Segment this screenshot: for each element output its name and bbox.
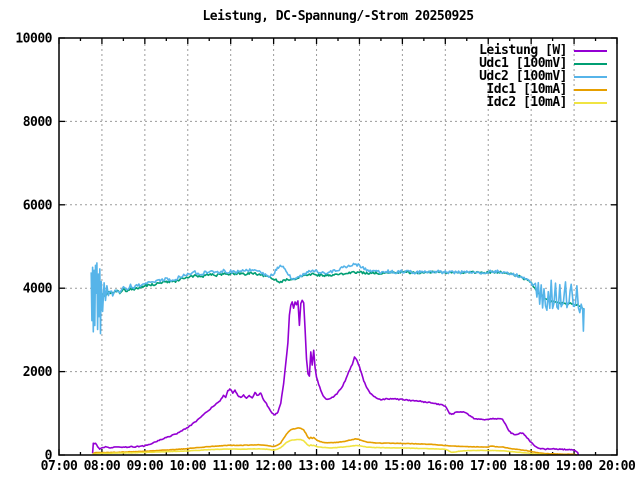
legend-item-idc2: Idc2 [10mA] (479, 95, 607, 110)
legend-label-idc1: Idc1 [10mA] (486, 82, 567, 97)
y-tick-label: 8000 (23, 115, 53, 130)
series-line-udc1 (101, 270, 584, 310)
x-tick-label: 20:00 (599, 459, 636, 474)
y-tick-label: 4000 (23, 282, 53, 297)
chart-title: Leistung, DC-Spannung/-Strom 20250925 (202, 9, 474, 24)
x-tick-label: 18:00 (513, 459, 550, 474)
legend-item-udc1: Udc1 [100mV] (479, 56, 607, 71)
legend-item-idc1: Idc1 [10mA] (479, 82, 607, 97)
x-tick-label: 19:00 (556, 459, 593, 474)
legend-label-leistung: Leistung [W] (479, 43, 567, 58)
x-tick-label: 10:00 (169, 459, 206, 474)
legend-line-sample-udc1 (574, 62, 607, 65)
legend-line-sample-udc2 (574, 75, 607, 78)
legend-line-sample-idc1 (574, 88, 607, 91)
y-tick-label: 0 (45, 449, 53, 464)
legend-label-udc1: Udc1 [100mV] (479, 56, 567, 71)
x-tick-label: 12:00 (255, 459, 292, 474)
x-tick-label: 07:00 (41, 459, 78, 474)
plot-border (58, 37, 618, 456)
legend-label-idc2: Idc2 [10mA] (486, 95, 567, 110)
y-tick-label: 6000 (23, 198, 53, 213)
legend-item-udc2: Udc2 [100mV] (479, 69, 607, 84)
series-line-udc2 (90, 262, 585, 335)
x-tick-label: 17:00 (470, 459, 507, 474)
x-tick-label: 14:00 (341, 459, 378, 474)
x-tick-label: 11:00 (212, 459, 249, 474)
x-tick-label: 09:00 (127, 459, 164, 474)
y-tick-label: 10000 (15, 32, 52, 47)
legend-item-leistung: Leistung [W] (479, 43, 607, 58)
series-line-leistung (91, 299, 580, 456)
x-tick-label: 15:00 (384, 459, 421, 474)
legend: Leistung [W] Udc1 [100mV] Udc2 [100mV] I… (479, 43, 607, 110)
legend-label-udc2: Udc2 [100mV] (479, 69, 567, 84)
x-tick-label: 16:00 (427, 459, 464, 474)
x-tick-label: 08:00 (84, 459, 121, 474)
x-tick-label: 13:00 (298, 459, 335, 474)
series-line-idc1 (92, 427, 577, 456)
legend-line-sample-leistung (574, 49, 607, 52)
series-line-idc2 (92, 438, 549, 456)
y-tick-label: 2000 (23, 365, 53, 380)
legend-line-sample-idc2 (574, 101, 607, 104)
